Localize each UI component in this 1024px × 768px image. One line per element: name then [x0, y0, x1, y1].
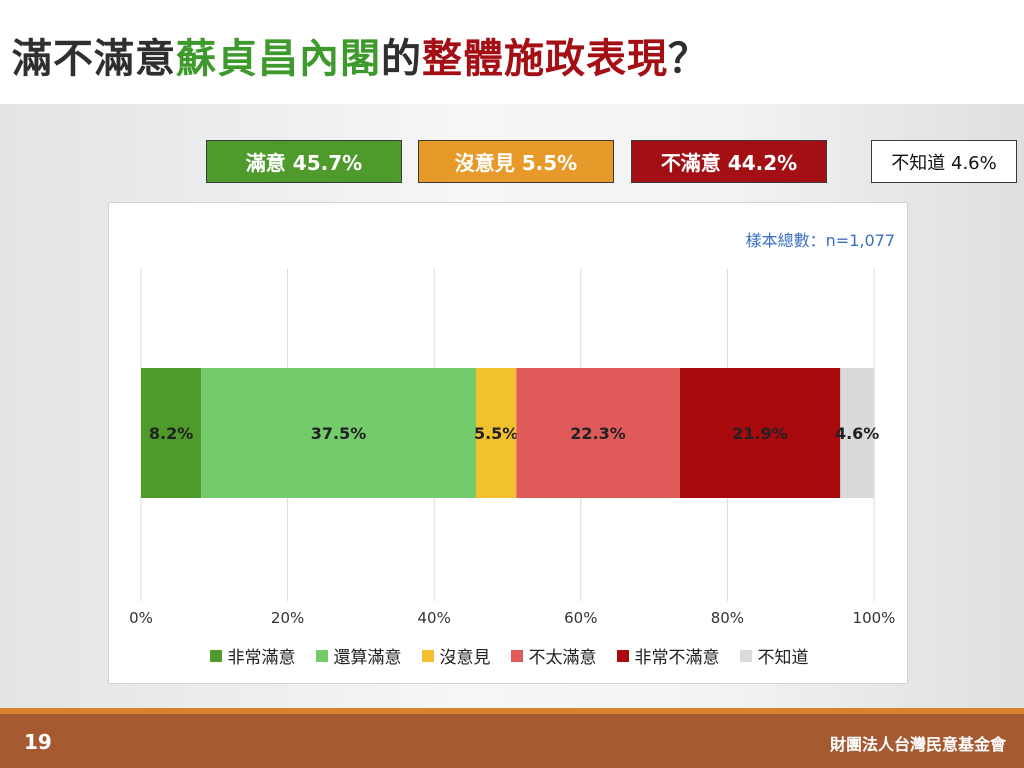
- title-segment: ？: [668, 36, 709, 82]
- data-label: 37.5%: [311, 424, 367, 443]
- bar-segment: [475, 368, 517, 498]
- summary-unknown-box: 不知道 4.6%: [871, 140, 1017, 183]
- legend-swatch: [315, 649, 328, 662]
- x-tick-label: 0%: [129, 609, 153, 627]
- legend-item: 沒意見: [421, 643, 491, 668]
- page-number: 19: [24, 730, 52, 754]
- bar-segment: [840, 368, 874, 498]
- sample-size-label: 樣本總數：n=1,077: [745, 231, 895, 250]
- data-label: 8.2%: [149, 424, 193, 443]
- summary-dissatisfied-box: 不滿意 44.2%: [631, 140, 827, 183]
- chart-card: 樣本總數：n=1,077 0% 20% 40% 60% 80% 100% 8.2% 37.5%…: [108, 202, 908, 684]
- bar-segment: [201, 368, 476, 498]
- summary-no-opinion-box: 沒意見 5.5%: [418, 140, 614, 183]
- organization-name: 財團法人台灣民意基金會: [829, 735, 1006, 754]
- legend-label: 不知道: [757, 648, 809, 668]
- title-segment: 滿不滿意: [12, 36, 176, 82]
- legend-swatch: [510, 649, 523, 662]
- data-label: 5.5%: [474, 424, 518, 443]
- x-tick-label: 60%: [564, 609, 597, 627]
- legend-label: 不太滿意: [528, 648, 597, 668]
- summary-satisfied-box: 滿意 45.7%: [206, 140, 402, 183]
- bar-segment: [516, 368, 680, 498]
- bar-segment: [141, 368, 202, 498]
- legend-swatch: [739, 649, 752, 662]
- legend-item: 非常滿意: [209, 643, 296, 668]
- legend-item: 還算滿意: [315, 643, 402, 668]
- bar-segment: [679, 368, 841, 498]
- x-tick-label: 20%: [271, 609, 304, 627]
- title-segment: 的: [381, 36, 422, 82]
- x-tick-label: 80%: [711, 609, 744, 627]
- title-segment-highlight: 蘇貞昌內閣: [176, 36, 381, 82]
- legend-label: 非常不滿意: [634, 648, 720, 668]
- title-segment-emphasis: 整體施政表現: [422, 36, 668, 82]
- title-bar: 滿不滿意蘇貞昌內閣的整體施政表現？: [0, 0, 1024, 104]
- data-label: 4.6%: [835, 424, 879, 443]
- legend-swatch: [421, 649, 434, 662]
- data-label: 22.3%: [570, 424, 626, 443]
- x-tick-label: 40%: [418, 609, 451, 627]
- legend-swatch: [616, 649, 629, 662]
- stacked-bar-chart: 0% 20% 40% 60% 80% 100% 8.2% 37.5% 5.5% 22.3% 21.9…: [129, 269, 896, 627]
- footer-bar: 19 財團法人台灣民意基金會: [0, 714, 1024, 768]
- legend-label: 沒意見: [439, 648, 491, 668]
- chart-legend: 非常滿意 還算滿意 沒意見 不太滿意 非常不滿意 不知道: [109, 643, 909, 668]
- page-title: 滿不滿意蘇貞昌內閣的整體施政表現？: [12, 26, 709, 84]
- legend-label: 非常滿意: [227, 648, 296, 668]
- legend-label: 還算滿意: [333, 648, 402, 668]
- x-tick-label: 100%: [853, 609, 896, 627]
- legend-item: 非常不滿意: [616, 643, 720, 668]
- legend-item: 不知道: [739, 643, 809, 668]
- legend-swatch: [209, 649, 222, 662]
- footer-accent-line: [0, 708, 1024, 714]
- data-label: 21.9%: [732, 424, 788, 443]
- legend-item: 不太滿意: [510, 643, 597, 668]
